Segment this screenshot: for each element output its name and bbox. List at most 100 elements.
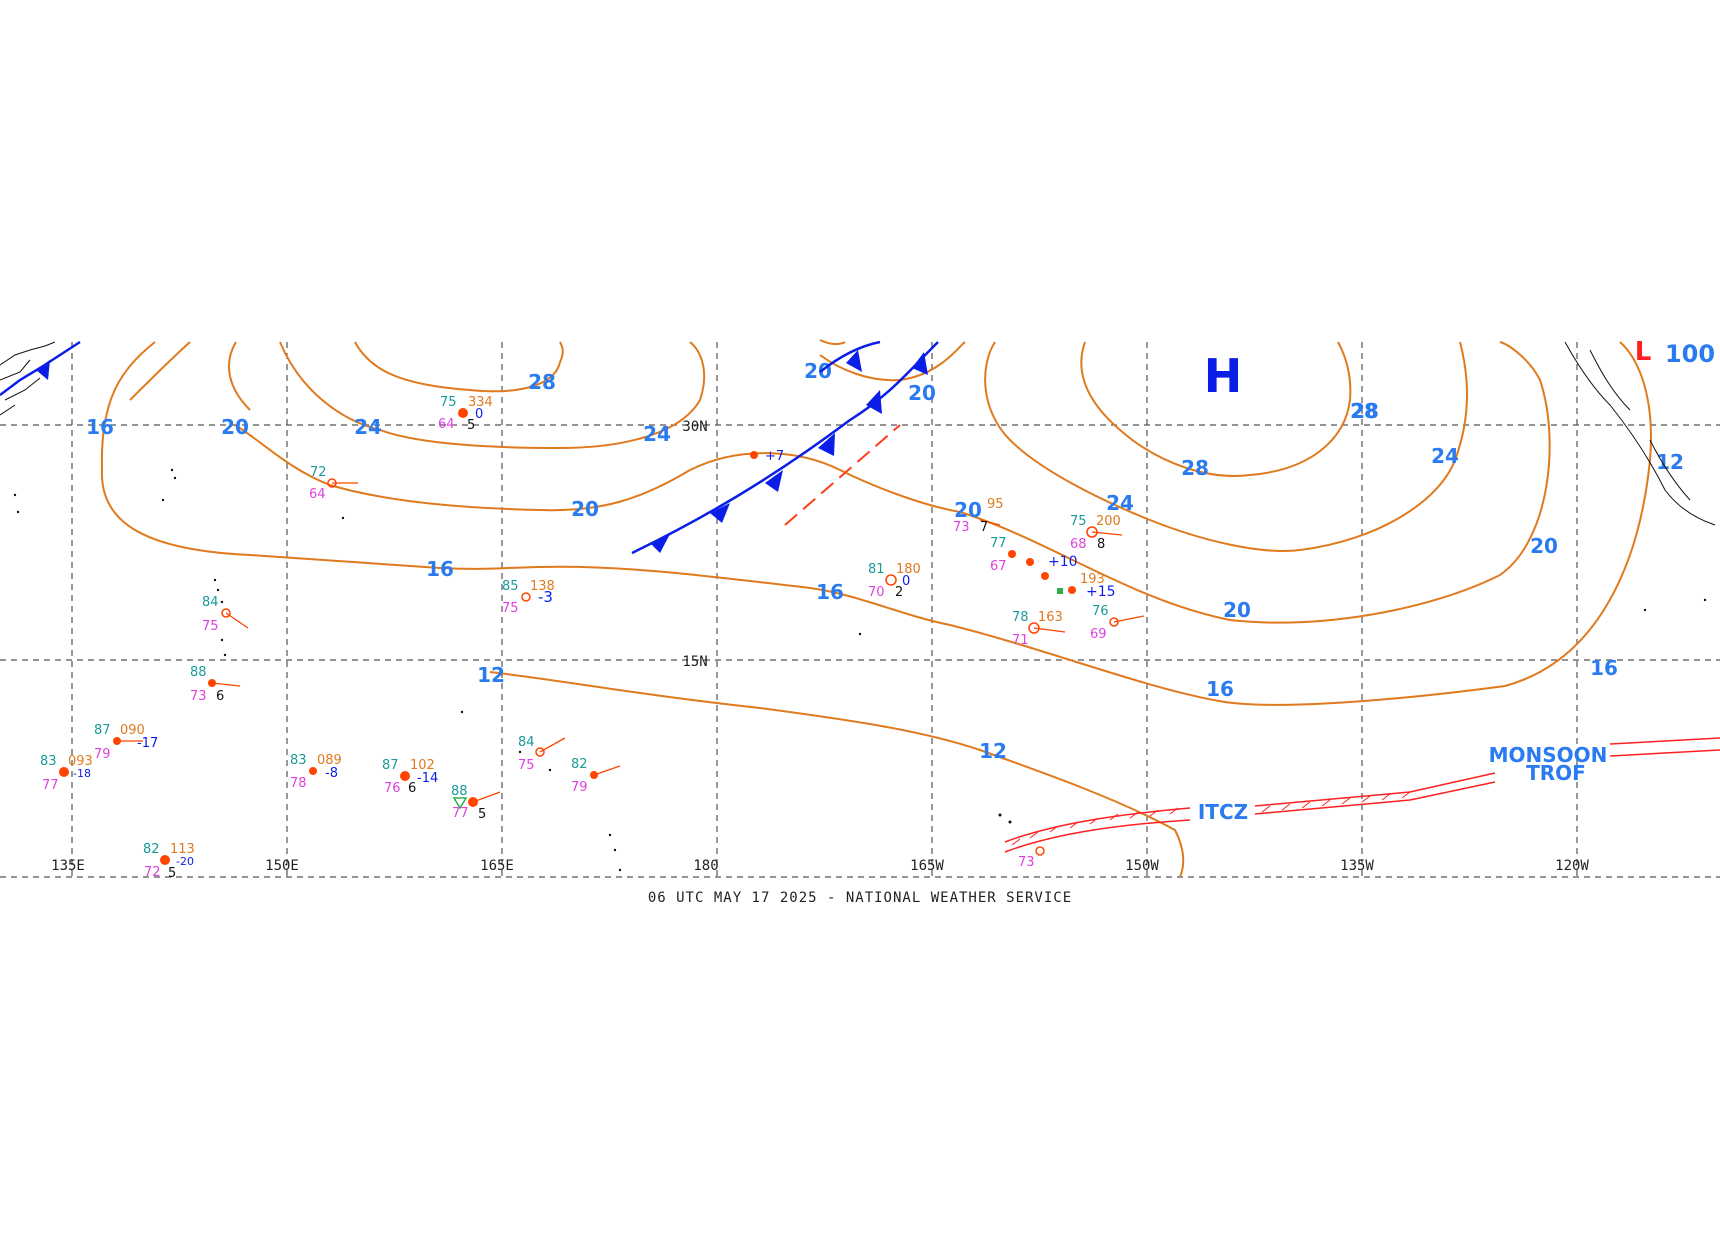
svg-text:6: 6: [408, 781, 416, 796]
lon-label: 150W: [1125, 858, 1159, 874]
isobar-label: 12: [979, 739, 1007, 763]
longitude-labels: 135E 150E 165E 180 165W 150W 135W 120W: [51, 858, 1589, 874]
svg-text:64: 64: [309, 487, 326, 502]
station-plot: +7: [750, 449, 784, 464]
svg-text:0: 0: [475, 407, 483, 422]
station-plot: 85 138 75 -3: [502, 579, 555, 616]
monsoon-label: MONSOON: [1489, 743, 1608, 767]
isobar-16-north: [100, 341, 1652, 706]
svg-text:85: 85: [502, 579, 519, 594]
svg-text:75: 75: [440, 395, 457, 410]
isobar-label: 20: [1223, 598, 1251, 622]
svg-text:2: 2: [895, 585, 903, 600]
svg-text:334: 334: [468, 395, 493, 410]
isobar-24-west: [227, 341, 706, 450]
station-plot: 83 089 78 -8: [290, 753, 342, 791]
isobar-label: 12: [477, 663, 505, 687]
coastline: [0, 341, 1716, 526]
station-plot: 82 113 72 -20 5: [143, 842, 195, 881]
isobar-label: 20: [571, 497, 599, 521]
isobar-label: 28: [528, 370, 556, 394]
isobar-label: 28: [1350, 399, 1378, 423]
svg-text:79: 79: [94, 747, 111, 762]
station-plot: 81 180 70 0 2: [868, 562, 921, 600]
isobar-label: 16: [86, 415, 114, 439]
svg-text:-20: -20: [176, 855, 194, 868]
svg-text:67: 67: [990, 559, 1007, 574]
lat-label: 15N: [682, 654, 707, 670]
isobar-label: 12: [1656, 450, 1684, 474]
station-plot: 84 75: [518, 735, 566, 773]
isobar-labels: 16 20 24 28 28 24 20 20 24 16 12 20 16 1…: [86, 359, 1684, 763]
map-footer: 06 UTC MAY 17 2025 - NATIONAL WEATHER SE…: [648, 890, 1072, 906]
low-pressure-center: L: [1635, 337, 1652, 367]
svg-text:79: 79: [571, 780, 588, 795]
station-plot: 87 102 76 -14 6: [382, 758, 438, 796]
isobar-label: 20: [954, 498, 982, 522]
svg-text:-8: -8: [325, 766, 338, 781]
high-pressure-value: 100: [1665, 340, 1715, 368]
svg-text:+7: +7: [765, 449, 784, 464]
svg-text:75: 75: [502, 601, 519, 616]
svg-text:95: 95: [987, 497, 1004, 512]
svg-text:75: 75: [202, 619, 219, 634]
svg-text:+10: +10: [1048, 554, 1078, 570]
isobar-label: 24: [1106, 491, 1134, 515]
lon-label: 135E: [51, 858, 85, 874]
svg-text:87: 87: [94, 723, 111, 738]
svg-text:75: 75: [1070, 514, 1087, 529]
svg-text:82: 82: [571, 757, 588, 772]
trough-line: [784, 424, 901, 526]
isobars: [100, 339, 1652, 878]
svg-text:5: 5: [467, 418, 475, 433]
itcz-label: ITCZ: [1198, 800, 1248, 824]
svg-text:78: 78: [1012, 610, 1029, 625]
isobar-label: 24: [1431, 444, 1459, 468]
station-plot: 72 64: [309, 465, 358, 502]
station-plot: 95 73 7: [953, 497, 1004, 535]
svg-text:090: 090: [120, 723, 145, 738]
lon-label: 120W: [1555, 858, 1589, 874]
svg-text:5: 5: [478, 807, 486, 822]
svg-text:77: 77: [452, 806, 469, 821]
isobar-label: 28: [1351, 399, 1379, 423]
svg-text:73: 73: [190, 689, 207, 704]
svg-text:8: 8: [1097, 537, 1105, 552]
isobar-label: 20: [908, 381, 936, 405]
svg-text:68: 68: [1070, 537, 1087, 552]
svg-text:163: 163: [1038, 610, 1063, 625]
isobar-label: 28: [1181, 456, 1209, 480]
svg-text:76: 76: [1092, 604, 1109, 619]
svg-text:7: 7: [980, 520, 988, 535]
station-plot: 76 69: [1090, 604, 1145, 642]
station-plot: 77 67: [990, 536, 1049, 580]
lat-label: 30N: [682, 419, 707, 435]
station-plots: 75 334 64 0 5 72 64 84 75 88 73 6: [40, 395, 1145, 881]
station-plot: 75 334 64 0 5: [438, 395, 493, 433]
svg-text:84: 84: [202, 595, 219, 610]
isobar-12: [489, 671, 1185, 878]
isobar-28-small: [354, 341, 564, 393]
station-plot: 84 75: [202, 595, 249, 634]
svg-text:81: 81: [868, 562, 885, 577]
lon-label: 165E: [480, 858, 514, 874]
high-pressure-center: H: [1204, 349, 1243, 403]
itcz-band: [1004, 737, 1720, 853]
lon-label: 165W: [910, 858, 944, 874]
isobar-label: 20: [804, 359, 832, 383]
svg-text:82: 82: [143, 842, 160, 857]
svg-text:089: 089: [317, 753, 342, 768]
svg-text:72: 72: [144, 865, 161, 880]
svg-text:83: 83: [290, 753, 307, 768]
isobar-28-east: [1080, 341, 1352, 477]
svg-text:113: 113: [170, 842, 195, 857]
svg-text:-3: -3: [538, 588, 553, 606]
svg-text:200: 200: [1096, 514, 1121, 529]
station-plot: 78 163 71: [1012, 610, 1066, 648]
svg-text:5: 5: [168, 866, 176, 881]
svg-text:69: 69: [1090, 627, 1107, 642]
svg-text:76: 76: [384, 781, 401, 796]
isobar-label: 20: [1530, 534, 1558, 558]
svg-text:102: 102: [410, 758, 435, 773]
